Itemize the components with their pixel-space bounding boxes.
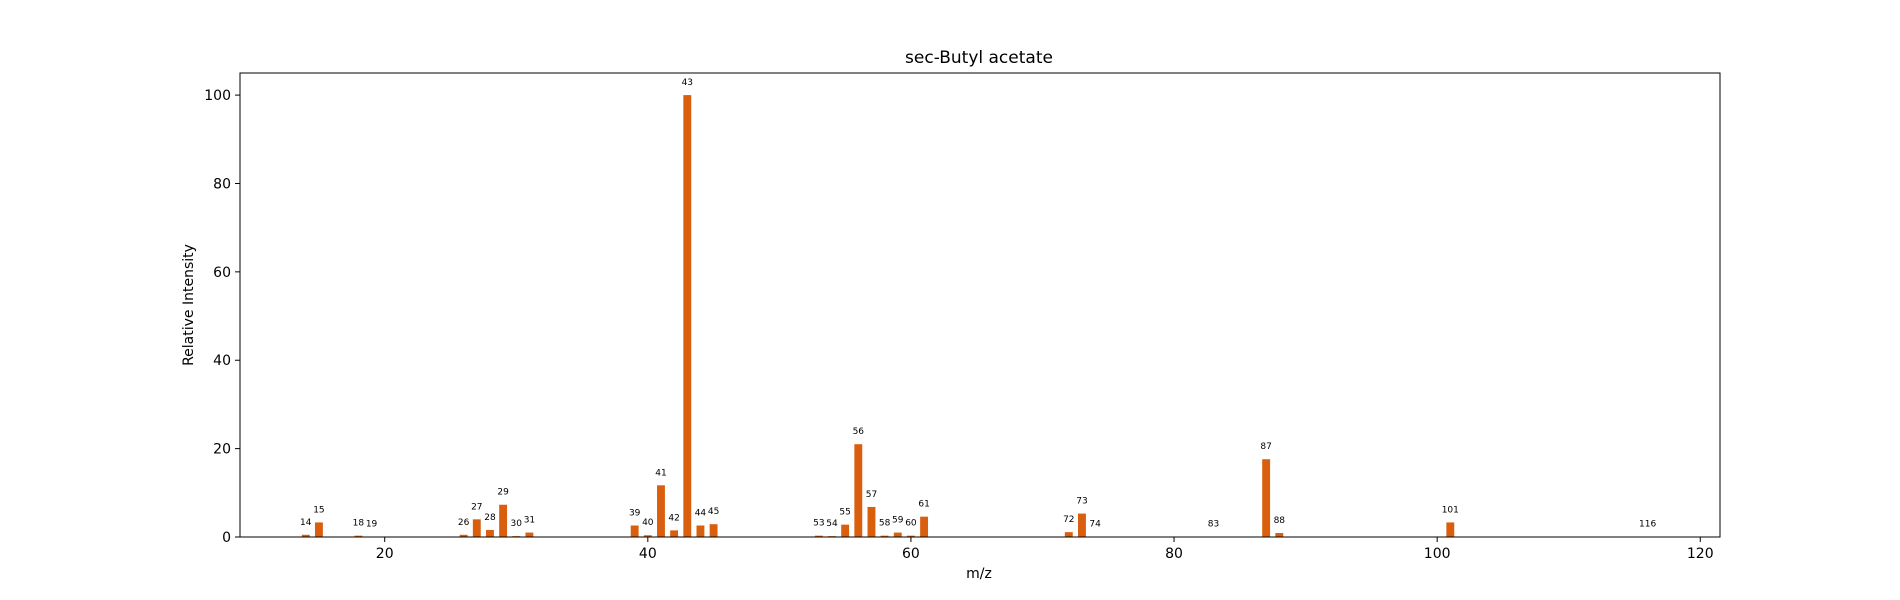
x-tick-label: 100 bbox=[1424, 546, 1451, 562]
peak-label-15: 15 bbox=[313, 505, 324, 515]
peak-label-74: 74 bbox=[1089, 520, 1101, 530]
peak-label-55: 55 bbox=[839, 508, 850, 518]
peak-label-27: 27 bbox=[471, 502, 482, 512]
peak-label-57: 57 bbox=[866, 490, 877, 500]
bar-mz-59 bbox=[893, 532, 902, 537]
peak-label-101: 101 bbox=[1442, 505, 1459, 515]
peak-label-31: 31 bbox=[524, 516, 535, 526]
peak-label-59: 59 bbox=[892, 516, 904, 526]
bar-mz-28 bbox=[486, 529, 494, 537]
bar-mz-39 bbox=[630, 525, 639, 537]
bar-mz-73 bbox=[1078, 513, 1086, 537]
x-tick-label: 60 bbox=[902, 546, 920, 562]
peak-label-56: 56 bbox=[853, 427, 865, 437]
bars-group bbox=[301, 95, 1652, 537]
y-tick-label: 40 bbox=[213, 353, 231, 369]
bar-mz-61 bbox=[920, 516, 929, 537]
peak-label-26: 26 bbox=[458, 518, 470, 528]
x-axis: 20 40 60 80 100 120 bbox=[376, 537, 1714, 562]
x-tick-label: 80 bbox=[1165, 546, 1183, 562]
bar-mz-57 bbox=[867, 506, 876, 537]
peak-label-54: 54 bbox=[826, 519, 838, 529]
peak-label-60: 60 bbox=[905, 519, 917, 529]
peak-label-61: 61 bbox=[918, 500, 929, 510]
bar-mz-15 bbox=[314, 522, 323, 537]
bar-mz-40 bbox=[643, 535, 652, 537]
y-tick-label: 0 bbox=[222, 530, 231, 546]
peak-label-30: 30 bbox=[511, 519, 523, 529]
peak-label-116: 116 bbox=[1639, 520, 1656, 530]
peak-label-73: 73 bbox=[1076, 497, 1087, 507]
peak-label-39: 39 bbox=[629, 509, 641, 519]
peak-label-18: 18 bbox=[353, 519, 365, 529]
peak-label-42: 42 bbox=[668, 513, 679, 523]
bar-mz-44 bbox=[696, 525, 705, 537]
bar-mz-72 bbox=[1064, 532, 1073, 537]
y-axis: 0 20 40 60 80 100 bbox=[204, 88, 240, 546]
x-tick-label: 40 bbox=[639, 546, 657, 562]
bar-mz-53 bbox=[814, 535, 823, 537]
bar-mz-14 bbox=[301, 534, 310, 537]
peak-label-45: 45 bbox=[708, 507, 719, 517]
peak-label-28: 28 bbox=[484, 513, 496, 523]
peak-label-40: 40 bbox=[642, 518, 654, 528]
peak-label-43: 43 bbox=[682, 78, 693, 88]
bar-mz-18 bbox=[354, 535, 363, 537]
bar-mz-42 bbox=[670, 530, 679, 537]
bar-mz-58 bbox=[880, 535, 889, 537]
bar-mz-29 bbox=[499, 504, 508, 537]
y-tick-label: 20 bbox=[213, 442, 231, 458]
peak-label-53: 53 bbox=[813, 519, 824, 529]
bar-mz-43 bbox=[683, 95, 692, 537]
y-axis-label: Relative Intensity bbox=[181, 244, 197, 366]
peak-label-14: 14 bbox=[300, 518, 312, 528]
bar-mz-60 bbox=[906, 535, 915, 537]
bar-mz-26 bbox=[459, 534, 468, 537]
y-tick-label: 80 bbox=[213, 176, 231, 192]
peak-label-87: 87 bbox=[1260, 442, 1271, 452]
bar-mz-55 bbox=[841, 524, 850, 537]
bar-mz-87 bbox=[1262, 459, 1271, 537]
bar-mz-56 bbox=[854, 444, 863, 537]
bar-mz-45 bbox=[709, 524, 718, 537]
x-tick-label: 120 bbox=[1687, 546, 1714, 562]
peak-label-19: 19 bbox=[366, 520, 378, 530]
plot-area-frame bbox=[239, 72, 1721, 538]
chart-title: sec-Butyl acetate bbox=[905, 48, 1053, 68]
peak-label-58: 58 bbox=[879, 519, 891, 529]
y-tick-label: 100 bbox=[204, 88, 231, 104]
x-axis-label: m/z bbox=[966, 566, 992, 582]
x-tick-label: 20 bbox=[376, 546, 394, 562]
bar-mz-101 bbox=[1446, 522, 1455, 537]
bar-mz-41 bbox=[657, 485, 665, 537]
bar-mz-31 bbox=[525, 532, 534, 537]
peak-label-29: 29 bbox=[497, 488, 509, 498]
bar-mz-27 bbox=[472, 519, 481, 537]
peak-label-72: 72 bbox=[1063, 515, 1074, 525]
peak-label-83: 83 bbox=[1208, 520, 1219, 530]
peak-label-44: 44 bbox=[695, 509, 707, 519]
peak-label-41: 41 bbox=[655, 468, 666, 478]
y-tick-label: 60 bbox=[213, 265, 231, 281]
peak-label-88: 88 bbox=[1274, 516, 1286, 526]
bar-mz-88 bbox=[1275, 533, 1284, 537]
